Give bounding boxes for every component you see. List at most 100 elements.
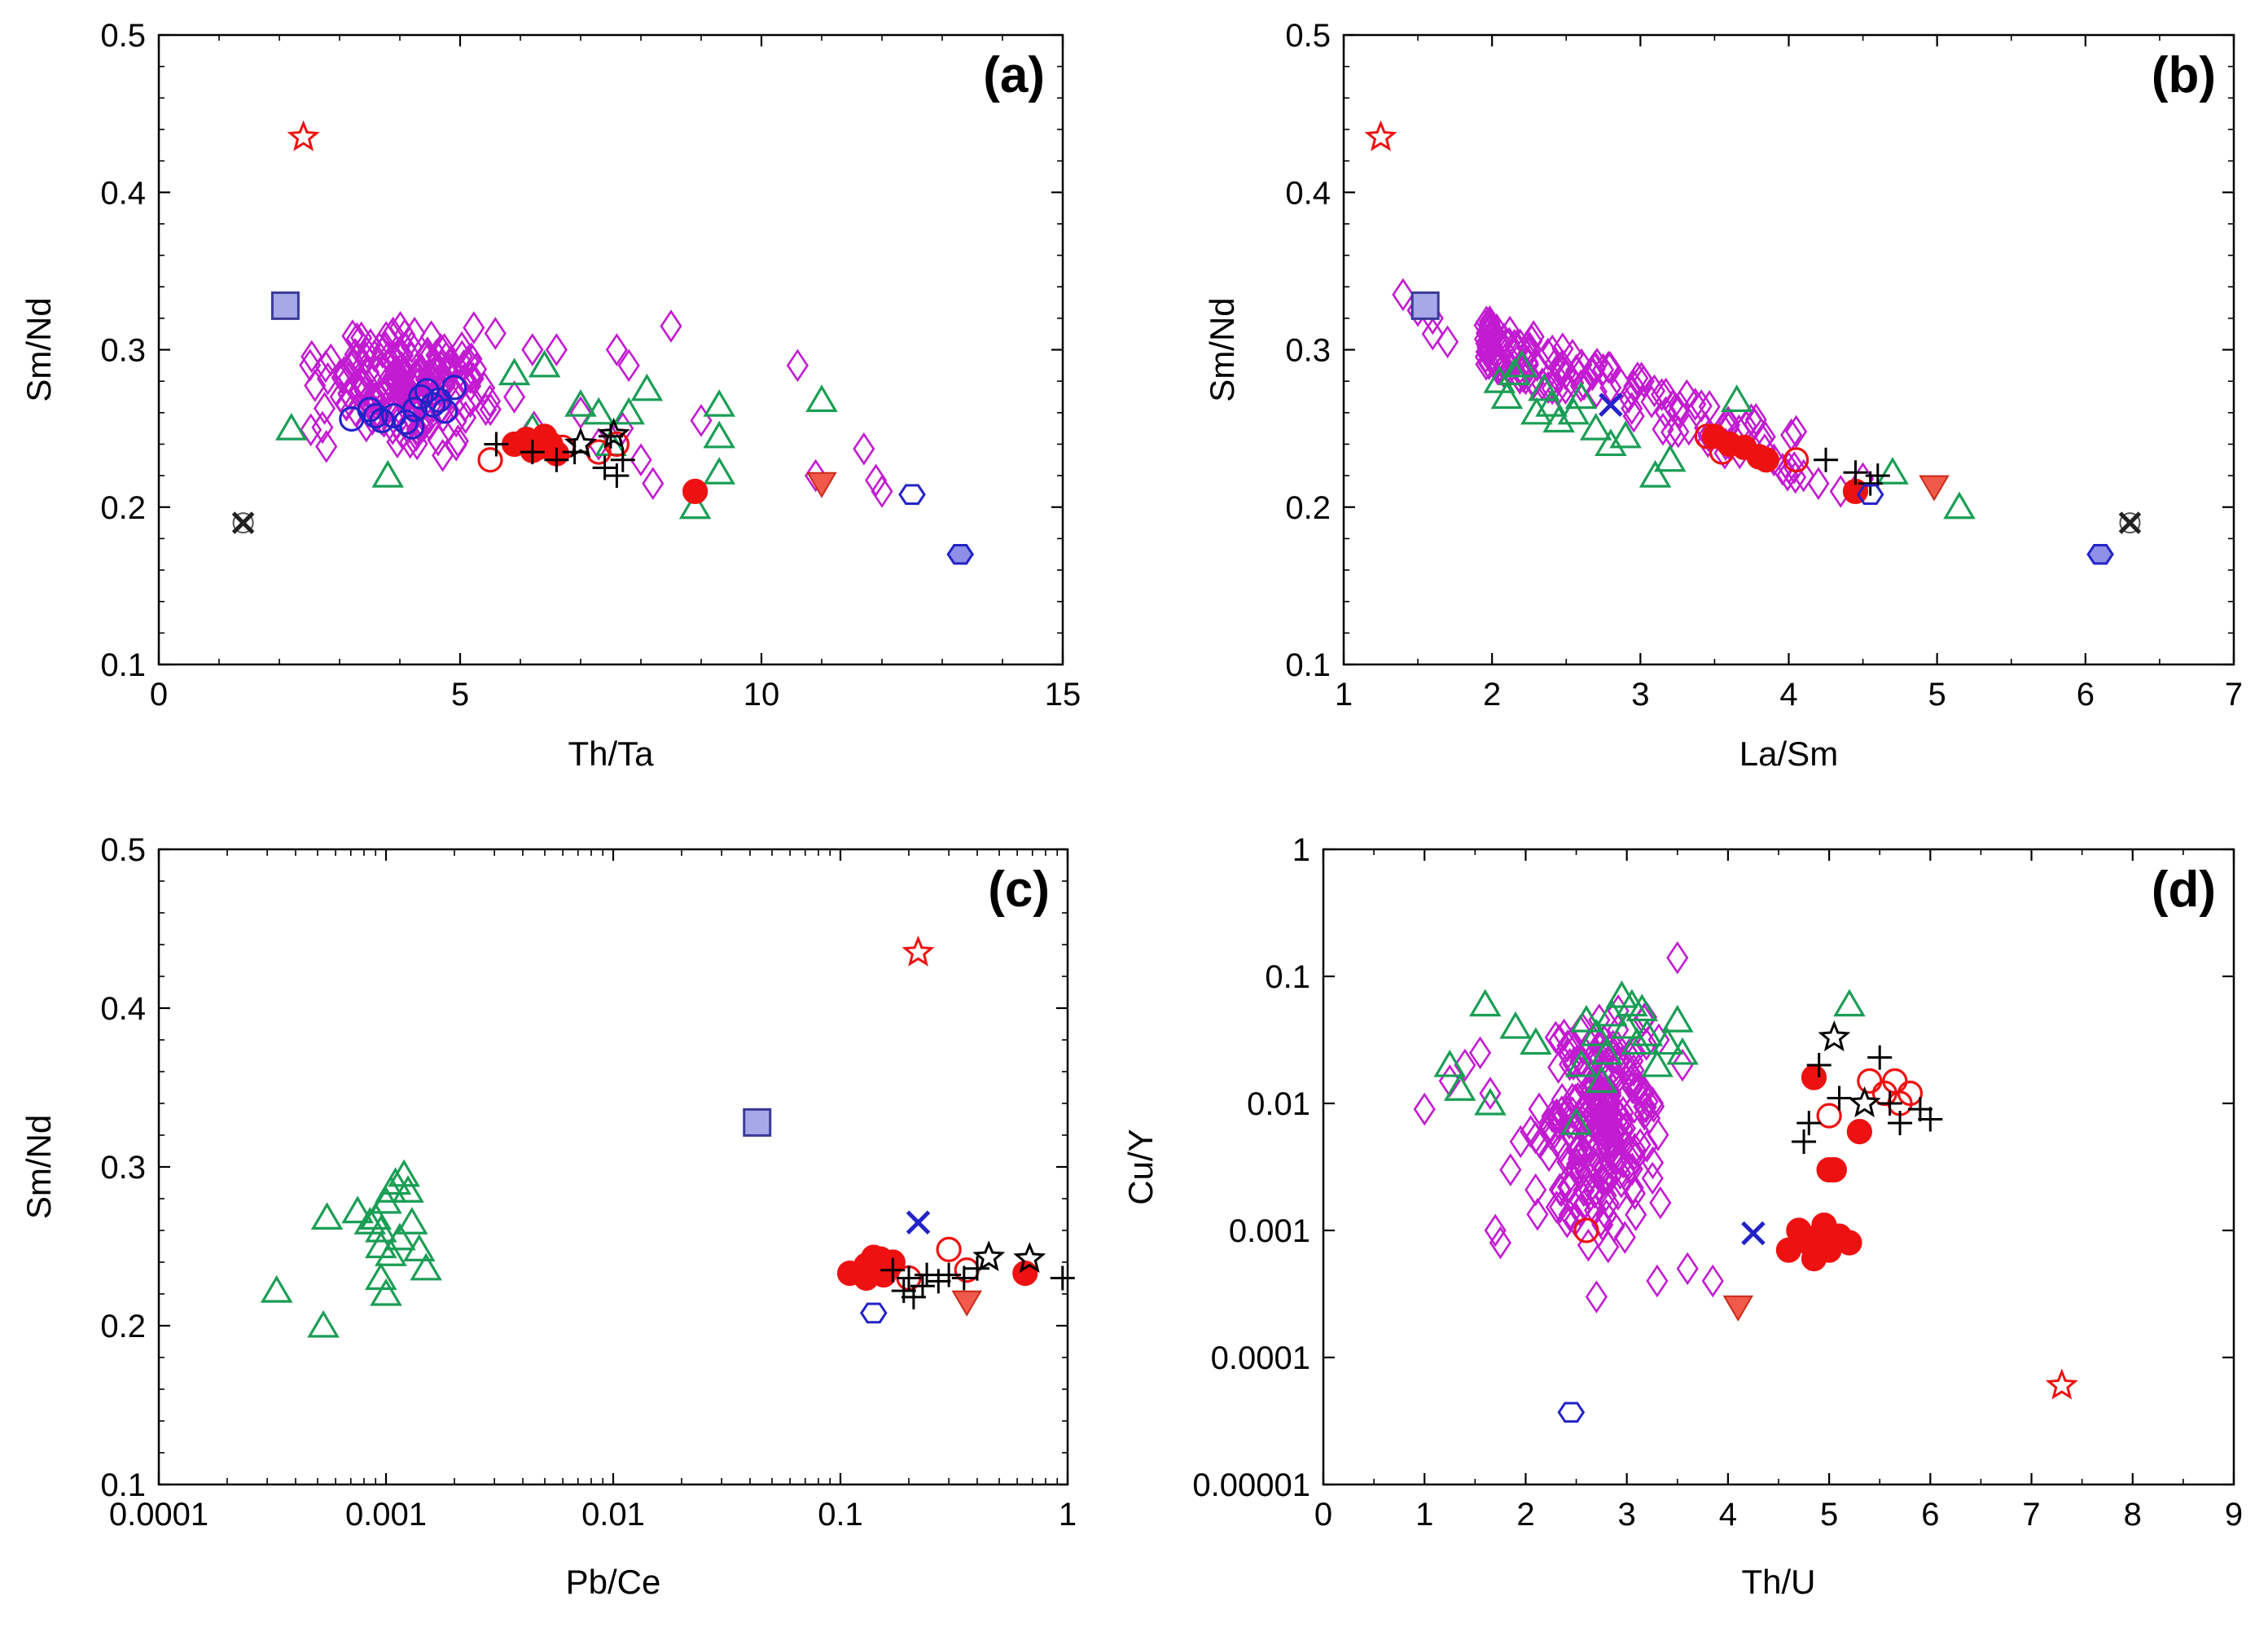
x-tick-label: 9 xyxy=(2225,1497,2243,1533)
xcircle-marker xyxy=(231,511,255,534)
triangle-marker xyxy=(1520,397,1553,425)
lightblue-square-series xyxy=(270,291,300,320)
plus-marker xyxy=(1814,447,1839,472)
x-tick-label: 0 xyxy=(1314,1497,1332,1533)
x-tick-label: 1 xyxy=(1335,677,1353,713)
circle-marker xyxy=(393,409,419,435)
triangle-marker xyxy=(1560,1107,1593,1135)
diamond-marker xyxy=(319,343,342,377)
x-tick-label: 0.001 xyxy=(345,1497,427,1533)
diamond-marker xyxy=(1599,1126,1621,1160)
x-tick-label: 5 xyxy=(1928,677,1946,713)
circle-marker xyxy=(1816,1103,1842,1129)
y-tick-label: 0.00001 xyxy=(1192,1467,1310,1503)
diamond-marker xyxy=(660,309,682,343)
triangle-marker xyxy=(1570,1004,1603,1033)
triangle-marker xyxy=(1564,1049,1598,1077)
black-xcircle-series xyxy=(231,511,255,534)
x-tick-label: 2 xyxy=(1483,677,1501,713)
triangle-marker xyxy=(371,459,404,488)
diamond-marker xyxy=(1599,351,1621,384)
diamond-marker xyxy=(479,392,502,427)
diamond-marker xyxy=(1570,348,1593,382)
triangle-marker xyxy=(392,1175,424,1203)
triangle-marker xyxy=(1666,1037,1699,1065)
triangle-marker xyxy=(1483,365,1516,393)
red-triangle-down-series xyxy=(951,1290,982,1317)
triangle-marker xyxy=(1580,1018,1613,1046)
diamond-marker xyxy=(1676,1252,1699,1286)
diamond-marker xyxy=(415,339,438,372)
diamond-marker xyxy=(332,359,355,393)
y-tick-label: 0.01 xyxy=(1247,1086,1310,1122)
diamond-marker xyxy=(391,338,415,372)
triangle-marker xyxy=(1498,357,1531,386)
diamond-marker xyxy=(786,349,809,383)
plus-marker xyxy=(915,1262,940,1287)
diamond-marker xyxy=(1548,1024,1571,1058)
diamond-marker xyxy=(1643,374,1666,408)
circle-marker xyxy=(441,375,467,401)
plus-marker xyxy=(937,1262,962,1287)
diamond-marker xyxy=(1498,327,1520,361)
triangle-marker xyxy=(805,384,838,412)
diamond-marker xyxy=(1581,354,1603,388)
diamond-marker xyxy=(450,331,473,365)
diamond-marker xyxy=(1621,1044,1644,1078)
diamond-marker xyxy=(1468,1036,1492,1070)
triangle-marker xyxy=(1468,989,1502,1017)
plus-marker xyxy=(544,447,569,472)
diamond-marker xyxy=(1454,1048,1476,1082)
x-marker xyxy=(1599,392,1623,417)
triangle-marker xyxy=(1651,1027,1684,1055)
y-axis-label: Cu/Y xyxy=(1121,1129,1160,1204)
diamond-marker xyxy=(388,378,410,412)
panel-label: (c) xyxy=(988,862,1050,918)
diamond-marker xyxy=(1479,1077,1502,1110)
diamond-marker xyxy=(1526,1197,1549,1231)
x-tick-label: 5 xyxy=(1820,1497,1838,1533)
diamond-marker xyxy=(1537,337,1560,371)
diamond-marker xyxy=(1558,1198,1581,1232)
triangle-marker xyxy=(1660,1004,1694,1033)
x-tick-label: 10 xyxy=(744,677,780,713)
plus-marker xyxy=(891,1278,916,1304)
diamond-marker xyxy=(1635,1028,1658,1061)
diamond-marker xyxy=(871,475,893,508)
circle-marker xyxy=(1573,1217,1599,1243)
diamond-marker xyxy=(401,330,423,364)
diamond-marker xyxy=(1421,317,1444,351)
triangle-marker xyxy=(1564,381,1598,410)
x-tick-label: 15 xyxy=(1045,677,1081,713)
plus-marker xyxy=(896,1265,921,1291)
diamond-marker xyxy=(329,379,352,414)
xcircle-cross xyxy=(2118,511,2142,534)
diamond-marker xyxy=(1783,450,1805,485)
diamond-marker xyxy=(617,349,640,383)
black-star-series xyxy=(564,417,630,458)
red-triangle-down-series xyxy=(806,471,837,498)
diamond-marker xyxy=(1624,1064,1647,1098)
panel-label: (a) xyxy=(983,47,1045,103)
circle-marker xyxy=(401,397,428,423)
triangle-marker xyxy=(1557,397,1590,425)
y-tick-label: 0.3 xyxy=(1285,333,1331,369)
diamond-marker xyxy=(1598,1134,1621,1169)
x-axis-label: Pb/Ce xyxy=(566,1563,661,1601)
diamond-marker xyxy=(1526,349,1549,383)
triangle-marker xyxy=(1499,1011,1532,1039)
diamond-marker xyxy=(1561,1082,1584,1116)
black-plus-series xyxy=(484,423,635,489)
diamond-marker xyxy=(407,361,430,394)
circle-marker xyxy=(1783,447,1810,473)
diamond-marker xyxy=(341,349,365,383)
diamond-marker xyxy=(1649,1186,1672,1220)
diamond-marker xyxy=(1632,364,1655,398)
circle-marker xyxy=(399,414,425,440)
diamond-marker xyxy=(1548,1173,1571,1207)
lightblue-square-series xyxy=(743,1107,772,1137)
plus-marker xyxy=(1843,460,1868,485)
red-circle-series xyxy=(1694,423,1810,473)
star-marker xyxy=(1818,1020,1851,1052)
diamond-marker xyxy=(1613,1221,1636,1254)
